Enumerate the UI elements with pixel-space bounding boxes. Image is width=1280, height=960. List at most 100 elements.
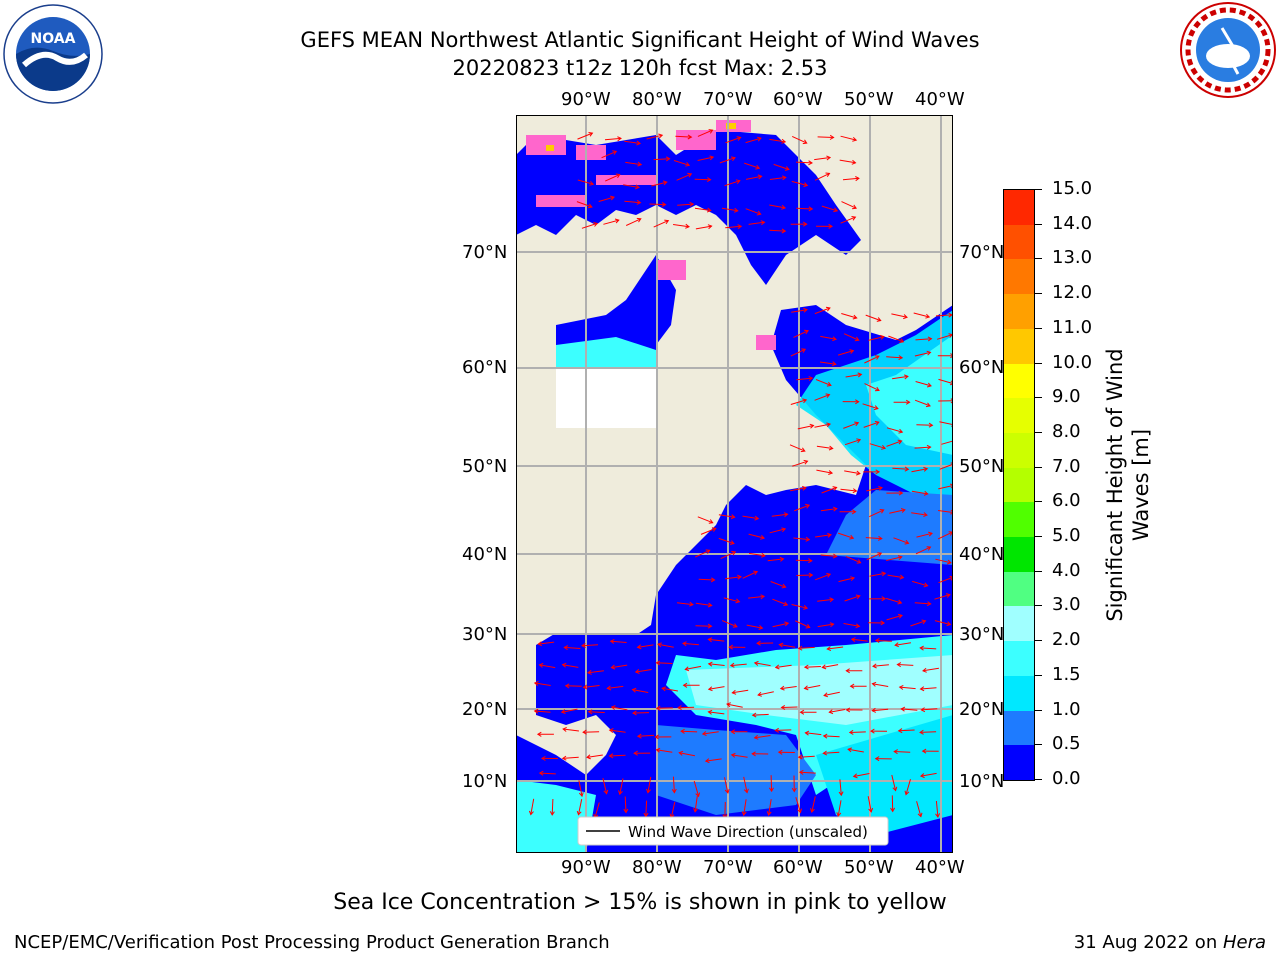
wind-wave-arrowhead: [893, 749, 898, 755]
wind-wave-arrowhead: [636, 733, 642, 739]
wind-wave-arrowhead: [950, 353, 953, 359]
wind-wave-arrow: [685, 665, 702, 670]
wind-wave-arrow: [915, 338, 932, 341]
wind-wave-arrow: [938, 510, 953, 513]
wind-wave-arrowhead: [732, 623, 738, 628]
wind-wave-arrow: [814, 423, 831, 428]
wind-wave-arrow: [694, 795, 698, 812]
wind-wave-arrowhead: [797, 645, 803, 651]
lon-label-top: 80°W: [632, 89, 682, 110]
wind-wave-arrowhead: [689, 201, 695, 207]
wind-wave-arrow: [798, 755, 815, 758]
wind-wave-arrowhead: [682, 682, 688, 688]
wind-wave-arrow: [827, 646, 844, 650]
wind-wave-arrow: [815, 534, 832, 538]
wind-wave-arrow: [934, 594, 951, 600]
lat-label-right: 40°N: [959, 544, 1005, 565]
nws-logo: [1180, 2, 1276, 98]
wind-wave-arrow: [676, 173, 692, 181]
wind-wave-arrowhead: [904, 539, 910, 545]
wind-wave-arrowhead: [737, 574, 742, 580]
wind-wave-arrow: [793, 330, 809, 338]
wind-wave-arrow: [790, 399, 807, 405]
wind-wave-arrowhead: [881, 596, 887, 602]
colorbar-tick-mark: [1034, 431, 1042, 433]
colorbar-tick-mark: [1034, 258, 1042, 260]
wind-wave-arrowhead: [877, 535, 883, 541]
wind-wave-arrowhead: [735, 598, 741, 604]
wind-wave-arrowhead: [540, 755, 546, 761]
wind-wave-arrowhead: [822, 733, 828, 739]
wind-wave-arrow: [891, 774, 897, 791]
wind-wave-arrow: [578, 780, 583, 797]
wind-wave-arrow: [769, 176, 786, 180]
wind-wave-arrow: [772, 622, 789, 628]
wind-wave-arrowhead: [623, 808, 629, 814]
wind-wave-arrow: [820, 508, 837, 512]
wind-wave-arrow: [914, 399, 931, 407]
footer-date: 31 Aug 2022 on Hera: [1074, 932, 1266, 953]
wind-wave-arrow: [649, 203, 666, 206]
wind-wave-arrow: [899, 686, 916, 690]
wind-wave-arrowhead: [661, 201, 667, 207]
wind-wave-arrowhead: [928, 422, 934, 428]
wind-wave-arrowhead: [757, 691, 762, 697]
wind-wave-arrowhead: [634, 669, 640, 674]
wind-wave-arrowhead: [693, 807, 698, 813]
wind-wave-arrow: [916, 801, 922, 817]
colorbar-segment: [1004, 328, 1034, 364]
wind-wave-arrowhead: [870, 728, 875, 734]
wind-wave-arrow: [708, 711, 725, 715]
wind-wave-arrowhead: [708, 519, 714, 524]
wind-wave-arrowhead: [832, 336, 837, 342]
wind-wave-arrowhead: [923, 512, 928, 518]
wind-wave-arrow: [693, 780, 700, 797]
wind-wave-arrow: [844, 595, 860, 602]
lon-label-bottom: 50°W: [844, 857, 894, 878]
colorbar-tick-label: 10.0: [1052, 351, 1093, 373]
lat-label-right: 10°N: [959, 771, 1005, 792]
wind-wave-arrowhead: [809, 423, 815, 429]
lat-label-right: 20°N: [959, 699, 1005, 720]
wind-wave-arrowhead: [849, 683, 855, 689]
wind-wave-arrow: [814, 394, 830, 401]
wind-wave-arrowhead: [753, 660, 759, 666]
wind-wave-arrowhead: [799, 709, 805, 715]
wind-wave-arrow: [551, 798, 554, 815]
colorbar-segment: [1004, 745, 1034, 780]
wind-wave-arrow: [767, 558, 784, 562]
wind-wave-arrow: [795, 559, 812, 562]
wind-wave-arrow: [837, 532, 854, 539]
wind-wave-arrowhead: [903, 314, 908, 320]
wind-wave-arrowhead: [831, 361, 837, 367]
wind-wave-arrow: [780, 686, 797, 690]
wind-wave-arrow: [732, 689, 749, 694]
wind-wave-arrowhead: [874, 638, 880, 644]
wind-wave-arrowhead: [695, 792, 701, 798]
wind-wave-arrow: [886, 614, 903, 621]
wind-wave-arrowhead: [689, 601, 694, 607]
wind-wave-arrow: [775, 664, 792, 668]
wind-wave-arrow: [637, 734, 654, 737]
lat-label-left: 50°N: [462, 456, 508, 477]
wind-wave-arrow: [798, 646, 815, 649]
wind-wave-arrowhead: [781, 204, 787, 210]
shelf-band: [826, 490, 953, 565]
wind-wave-arrow: [705, 758, 722, 762]
colorbar-segment: [1004, 502, 1034, 538]
wind-wave-arrow: [866, 487, 883, 492]
lon-label-top: 90°W: [561, 89, 611, 110]
wind-wave-arrowhead: [589, 180, 595, 186]
wind-wave-arrowhead: [707, 637, 713, 643]
wind-wave-arrow: [915, 381, 932, 387]
wind-wave-arrow: [840, 135, 857, 141]
wind-wave-arrowhead: [707, 602, 713, 608]
wind-wave-arrowhead: [751, 751, 756, 757]
wind-wave-arrow: [886, 427, 903, 433]
colorbar-tick-mark: [1034, 327, 1042, 329]
wind-wave-arrowhead: [711, 527, 717, 532]
wind-wave-arrow: [875, 639, 892, 642]
colorbar-tick-mark: [1034, 744, 1042, 746]
wind-wave-arrowhead: [781, 138, 787, 144]
lat-label-left: 60°N: [462, 357, 508, 378]
